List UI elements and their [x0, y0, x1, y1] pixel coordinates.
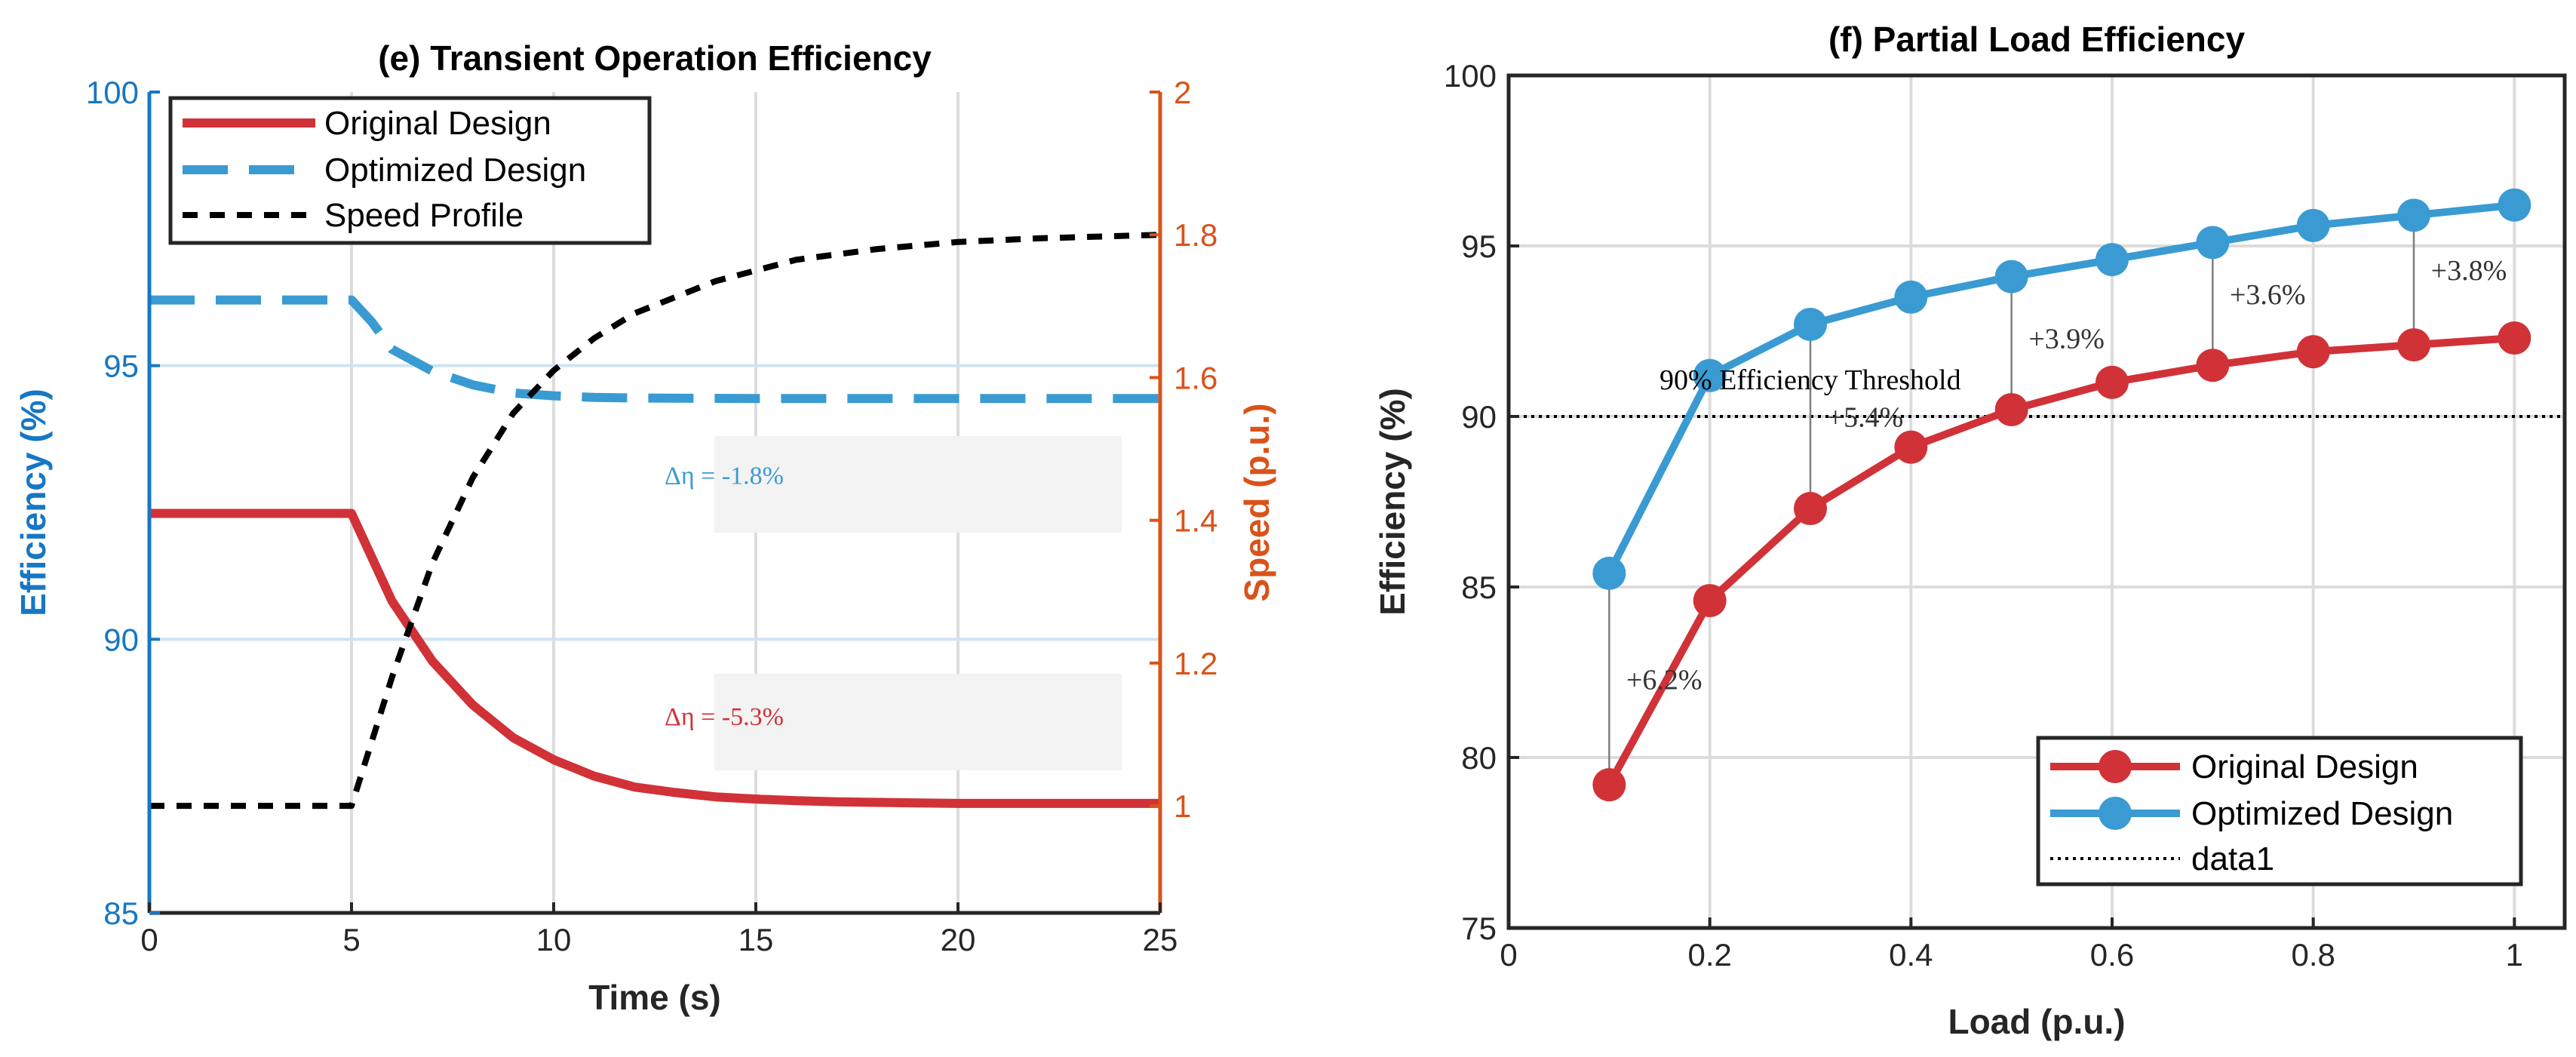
y-tick-label: 75 — [1461, 911, 1497, 946]
marker-optimized — [1894, 281, 1927, 314]
x-tick-label: 0 — [1500, 937, 1517, 973]
x-tick-label: 25 — [1143, 922, 1178, 957]
x-tick-label: 1 — [2506, 937, 2523, 973]
x-tick-label: 0.2 — [1687, 937, 1731, 973]
figure: Δη = -1.8% Δη = -5.3% 0 5 10 15 20 2585909510… — [0, 0, 2576, 1057]
marker-original — [2196, 349, 2229, 382]
y-tick-label: 80 — [1461, 740, 1497, 776]
y-right-tick-label: 1.6 — [1174, 360, 1217, 395]
legend-label-data1: data1 — [2191, 840, 2274, 877]
x-tick-label: 15 — [738, 922, 774, 957]
y-axis-right-label-e: Speed (p.u.) — [1237, 403, 1276, 601]
legend-label-original-f: Original Design — [2191, 748, 2418, 785]
marker-original — [2095, 366, 2129, 399]
chart-partial-load-efficiency: 90% Efficiency Threshold +6.2% +5.4% +3.9%… — [1373, 20, 2565, 1041]
legend-marker-original-f — [2099, 750, 2132, 783]
annotation-delta-original: Δη = -5.3% — [665, 703, 784, 731]
y-axis-label-f: Efficiency (%) — [1373, 388, 1412, 616]
x-axis-label-f: Load (p.u.) — [1948, 1002, 2125, 1041]
y-tick-label: 100 — [86, 75, 139, 110]
legend-label-speed: Speed Profile — [324, 197, 523, 234]
marker-optimized — [2498, 189, 2531, 222]
y-right-tick-label: 1 — [1174, 788, 1191, 824]
threshold-label: 90% Efficiency Threshold — [1660, 364, 1961, 396]
x-tick-label: 0.4 — [1889, 937, 1933, 973]
y-right-tick-label: 1.2 — [1174, 646, 1217, 681]
marker-original — [1794, 492, 1827, 525]
marker-original — [2297, 335, 2330, 368]
marker-optimized — [1592, 557, 1626, 590]
legend-label-optimized-f: Optimized Design — [2191, 795, 2453, 832]
y-tick-label: 90 — [1461, 399, 1497, 435]
legend-f: Original Design Optimized Design data1 — [2038, 738, 2521, 884]
marker-original — [2397, 328, 2430, 361]
chart-transient-efficiency: Δη = -1.8% Δη = -5.3% 0 5 10 15 20 25 85 90 95 10… — [14, 38, 1276, 1017]
chart-title-e: (e) Transient Operation Efficiency — [378, 38, 932, 78]
annotation-diff: +5.4% — [1828, 402, 1904, 434]
x-tick-label: 0.8 — [2291, 937, 2335, 973]
y-right-tick-label: 1.4 — [1174, 503, 1217, 539]
y-right-tick-label: 2 — [1174, 75, 1191, 110]
marker-optimized — [1794, 308, 1827, 341]
annotation-delta-optimized: Δη = -1.8% — [665, 462, 784, 490]
y-right-tick-label: 1.8 — [1174, 217, 1217, 253]
marker-original — [1592, 768, 1626, 801]
legend-e: Original Design Optimized Design Speed P… — [170, 98, 649, 243]
x-tick-label: 0 — [140, 922, 158, 957]
annotation-diff: +6.2% — [1626, 665, 1702, 696]
y-tick-label: 100 — [1444, 58, 1497, 94]
chart-title-f: (f) Partial Load Efficiency — [1828, 20, 2246, 59]
x-tick-label: 5 — [342, 922, 360, 957]
y-tick-label: 90 — [103, 622, 139, 657]
marker-optimized — [2095, 243, 2129, 276]
marker-optimized — [2397, 198, 2430, 232]
legend-label-original: Original Design — [324, 105, 551, 142]
marker-original — [1894, 431, 1927, 464]
marker-optimized — [2297, 209, 2330, 242]
marker-optimized — [2196, 226, 2229, 259]
x-tick-label: 10 — [536, 922, 572, 957]
marker-original — [1995, 393, 2028, 426]
annotation-diff: +3.6% — [2230, 279, 2306, 311]
x-tick-label: 0.6 — [2090, 937, 2134, 973]
marker-original — [2498, 321, 2531, 355]
y-tick-label: 85 — [1461, 570, 1497, 605]
y-tick-label: 85 — [103, 896, 139, 931]
y-tick-label: 95 — [1461, 229, 1497, 264]
x-tick-label: 20 — [941, 922, 976, 957]
x-axis-label-e: Time (s) — [588, 978, 721, 1017]
annotation-diff: +3.9% — [2028, 324, 2105, 355]
annotation-diff: +3.8% — [2431, 255, 2507, 287]
legend-marker-optimized-f — [2099, 797, 2132, 830]
y-tick-label: 95 — [103, 349, 139, 384]
legend-label-optimized: Optimized Design — [324, 152, 586, 189]
marker-original — [1693, 584, 1727, 617]
marker-optimized — [1995, 260, 2028, 293]
y-axis-label-e: Efficiency (%) — [14, 389, 53, 616]
